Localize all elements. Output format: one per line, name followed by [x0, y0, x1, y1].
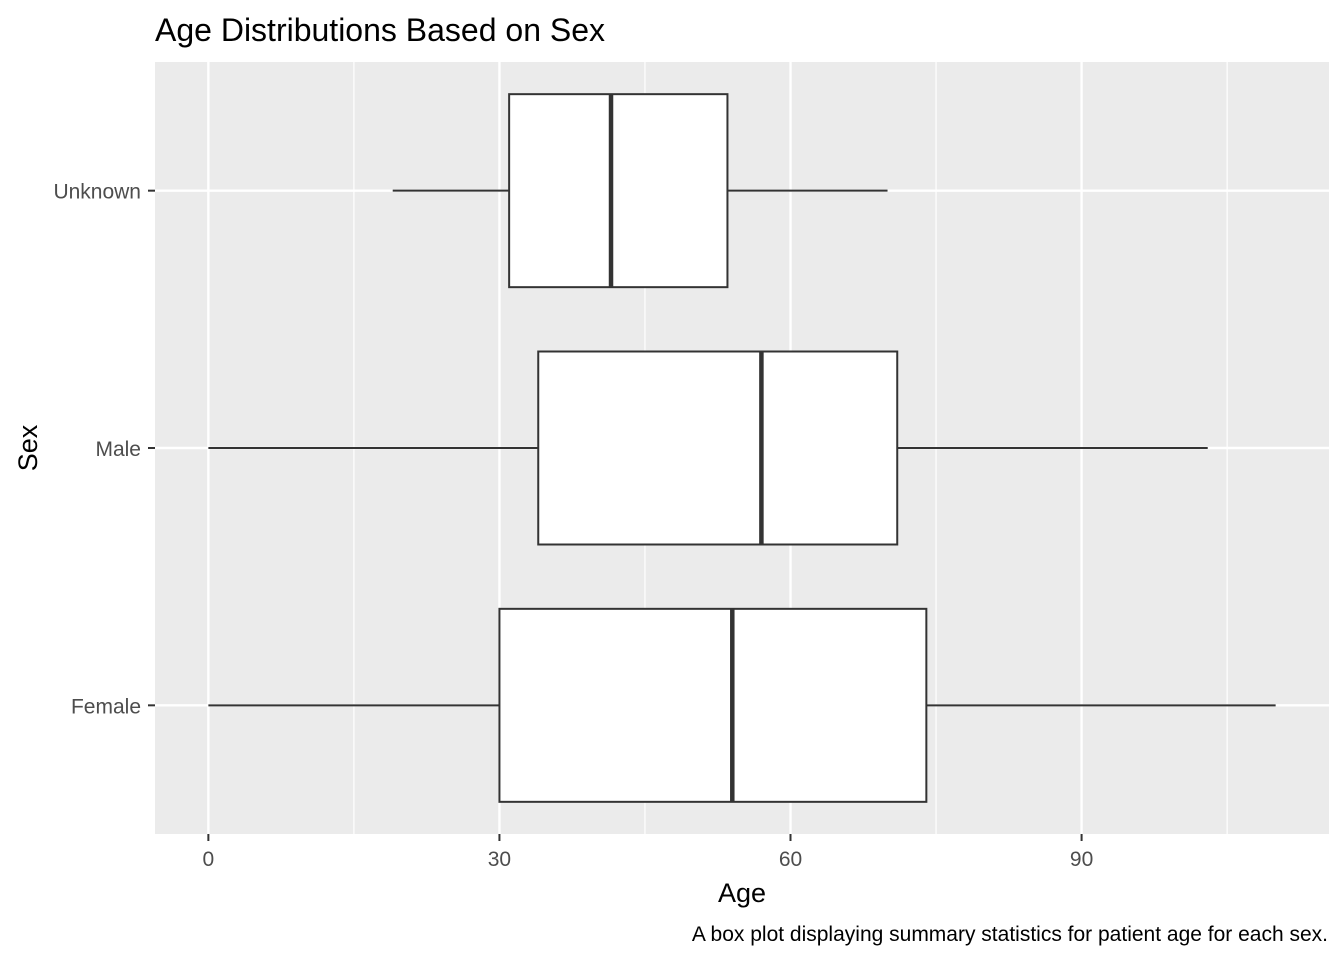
x-tick-label: 60 — [779, 848, 802, 871]
chart-title: Age Distributions Based on Sex — [155, 12, 605, 48]
y-axis-title: Sex — [13, 424, 43, 471]
x-axis: 0 30 60 90 — [203, 834, 1093, 871]
boxes — [208, 93, 1276, 803]
y-tick-label: Unknown — [53, 181, 141, 204]
y-tick-label: Female — [71, 695, 141, 718]
y-axis: Female Male Unknown — [53, 181, 155, 718]
x-tick-label: 90 — [1070, 848, 1093, 871]
box-female — [208, 607, 1276, 803]
x-tick-label: 30 — [488, 848, 511, 871]
iqr-box — [537, 350, 899, 546]
iqr-box — [498, 607, 928, 803]
x-tick-label: 0 — [203, 848, 215, 871]
y-tick-label: Male — [95, 438, 141, 461]
iqr-box — [508, 93, 729, 289]
x-axis-title: Age — [718, 878, 766, 908]
box-unknown — [392, 93, 888, 289]
box-male — [208, 350, 1208, 546]
chart-caption: A box plot displaying summary statistics… — [692, 923, 1328, 946]
